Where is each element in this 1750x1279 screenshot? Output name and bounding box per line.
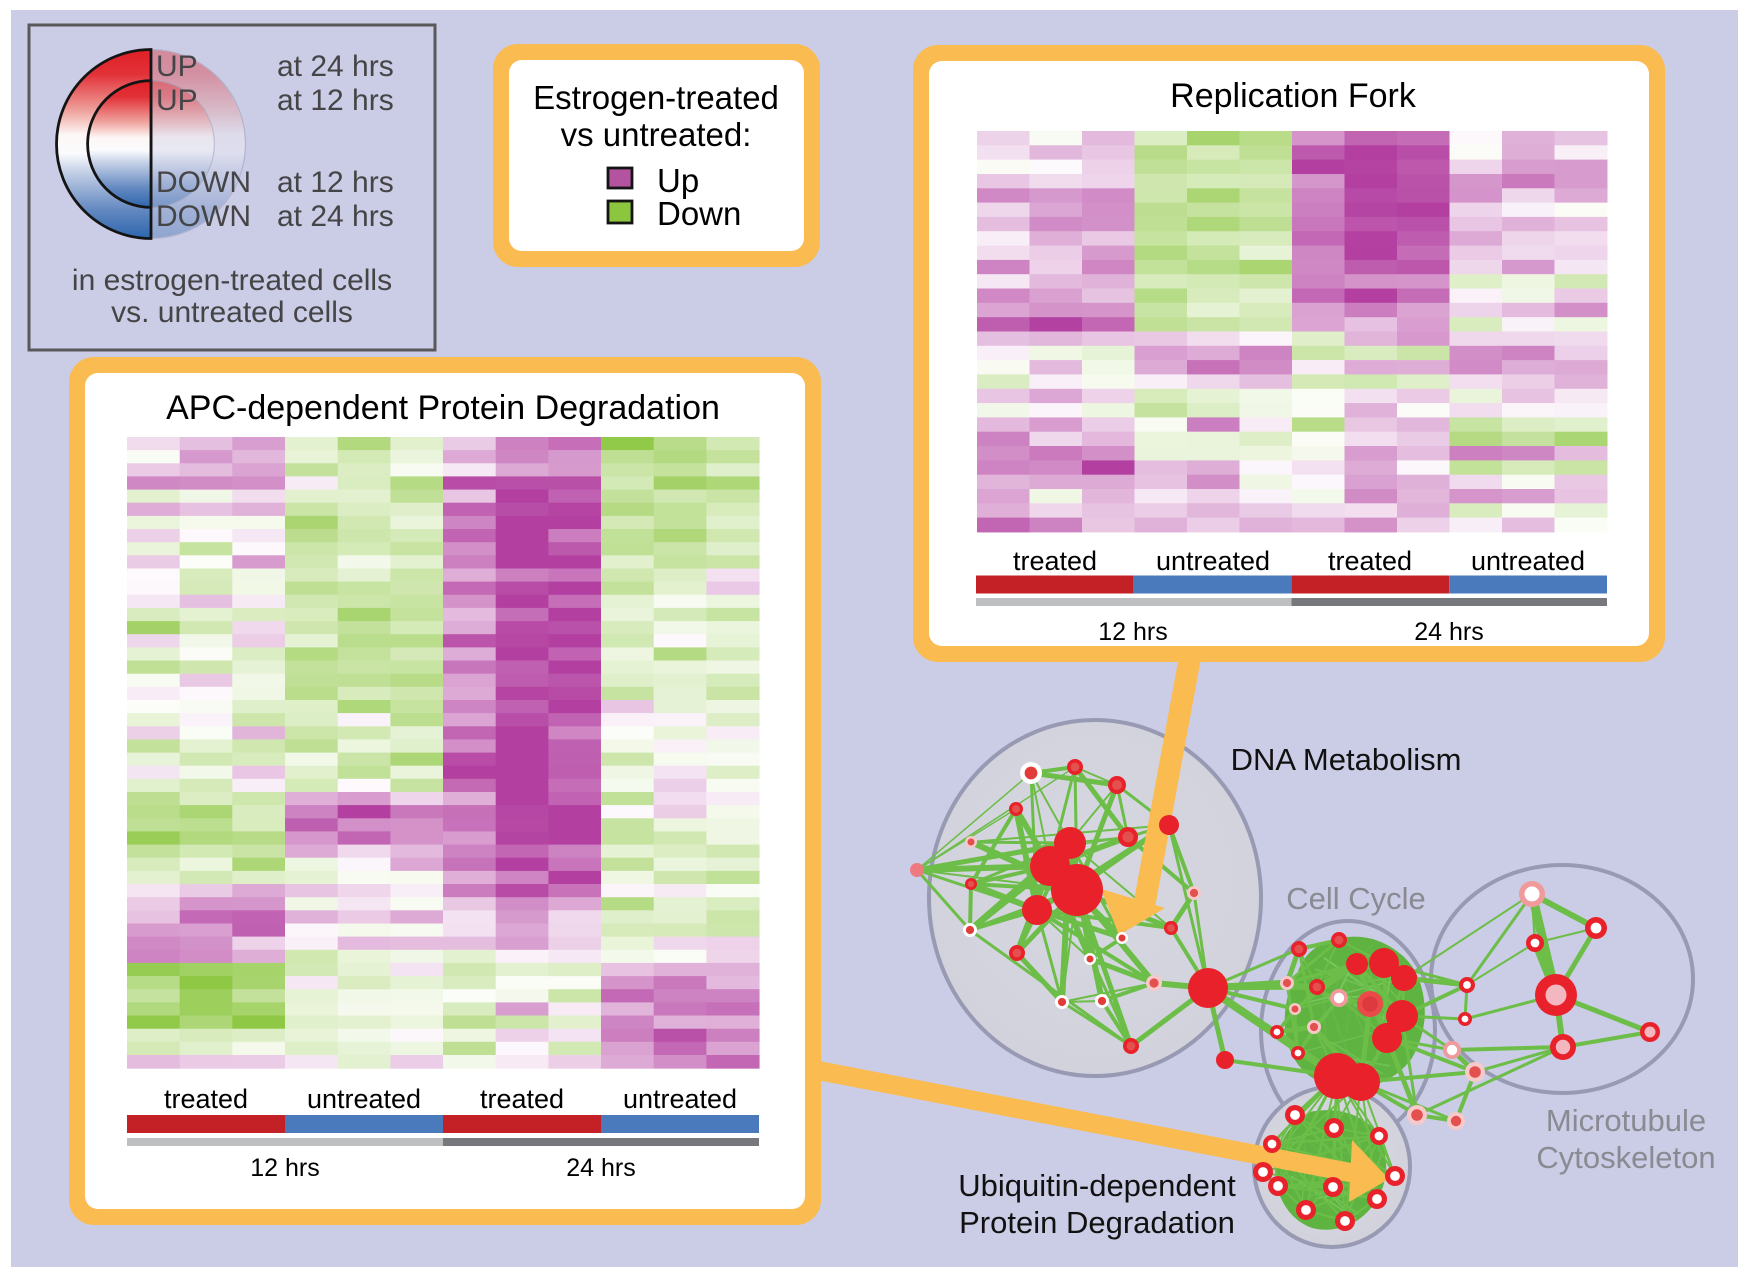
svg-text:at 24 hrs: at 24 hrs [277,200,394,233]
svg-text:at 12 hrs: at 12 hrs [277,166,394,199]
svg-text:Microtubule: Microtubule [1546,1103,1706,1138]
svg-text:untreated: untreated [1156,546,1270,576]
svg-text:at 24 hrs: at 24 hrs [277,50,394,83]
svg-text:24 hrs: 24 hrs [1414,618,1483,646]
svg-text:at 12 hrs: at 12 hrs [277,84,394,117]
svg-text:untreated: untreated [623,1084,737,1114]
svg-text:treated: treated [1013,546,1097,576]
svg-text:DOWN: DOWN [156,166,251,199]
svg-text:Estrogen-treated: Estrogen-treated [533,79,779,116]
svg-text:UP: UP [156,84,198,117]
svg-text:Protein Degradation: Protein Degradation [959,1205,1235,1240]
svg-text:Ubiquitin-dependent: Ubiquitin-dependent [958,1168,1236,1203]
svg-text:Cell Cycle: Cell Cycle [1286,881,1426,916]
svg-text:DNA Metabolism: DNA Metabolism [1231,742,1462,777]
svg-text:12 hrs: 12 hrs [250,1154,319,1182]
svg-text:vs untreated:: vs untreated: [561,116,752,153]
svg-text:Down: Down [657,195,741,232]
svg-text:24 hrs: 24 hrs [566,1154,635,1182]
svg-text:12 hrs: 12 hrs [1098,618,1167,646]
svg-text:APC-dependent Protein Degradat: APC-dependent Protein Degradation [166,389,720,427]
svg-text:Replication Fork: Replication Fork [1170,77,1417,115]
svg-text:Up: Up [657,162,699,199]
svg-text:untreated: untreated [307,1084,421,1114]
svg-text:treated: treated [480,1084,564,1114]
svg-text:treated: treated [1328,546,1412,576]
svg-text:Cytoskeleton: Cytoskeleton [1536,1140,1715,1175]
svg-text:treated: treated [164,1084,248,1114]
svg-text:DOWN: DOWN [156,200,251,233]
svg-text:in estrogen-treated cells: in estrogen-treated cells [72,264,392,297]
svg-text:vs. untreated cells: vs. untreated cells [111,296,353,329]
svg-text:untreated: untreated [1471,546,1585,576]
svg-text:UP: UP [156,50,198,83]
